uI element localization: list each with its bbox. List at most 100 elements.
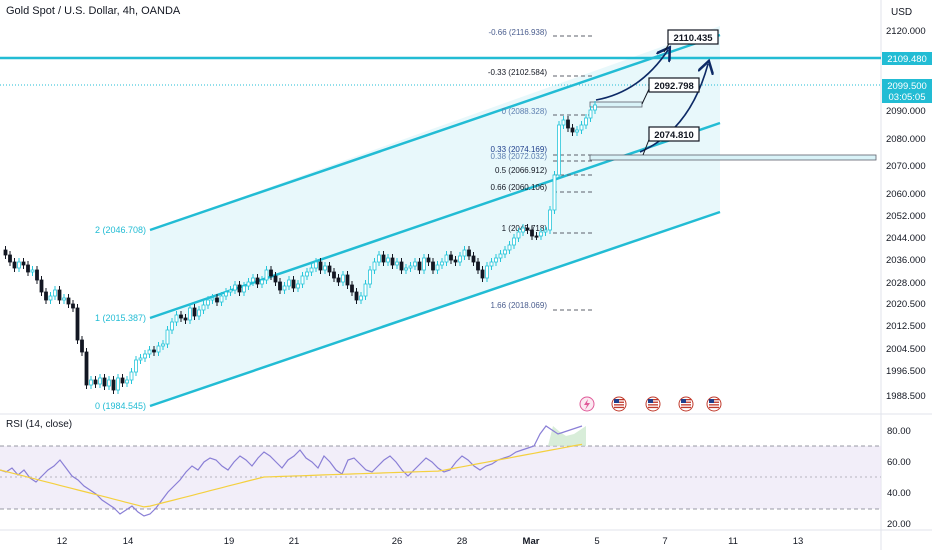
candle-body [246, 281, 251, 287]
rsi-tick-label: 60.00 [887, 457, 911, 468]
rsi-title: RSI (14, close) [6, 419, 73, 430]
price-tick-label: 1996.500 [886, 366, 926, 377]
candle-body [395, 261, 399, 266]
candle-body [413, 261, 417, 267]
us-flag-event-icon[interactable] [611, 396, 627, 412]
candle-body [287, 279, 291, 287]
candle-body [314, 261, 318, 269]
candle-body [21, 261, 26, 266]
candle-body [269, 269, 273, 277]
fib-level-038: 0.38 (2072.032) [491, 152, 548, 161]
price-tick-label: 2070.000 [886, 161, 926, 172]
candle-body [125, 379, 129, 384]
channel-level-1: 1 (2015.387) [95, 313, 146, 323]
candle-body [435, 264, 440, 271]
candle-body [566, 119, 570, 129]
candle-body [75, 307, 80, 341]
time-tick-label: 14 [123, 536, 134, 547]
projection-arrow-2[interactable] [639, 64, 708, 153]
candle-body [512, 237, 516, 246]
candle-body [26, 264, 30, 273]
candle-body [174, 314, 179, 323]
time-tick-label: Mar [523, 536, 540, 547]
time-tick-label: 12 [57, 536, 68, 547]
target-label-2[interactable]: 2092.798 [648, 77, 700, 93]
us-flag-event-icon[interactable] [645, 396, 661, 412]
fib-level-neg066: -0.66 (2116.938) [488, 28, 547, 37]
time-tick-label: 21 [289, 536, 300, 547]
candle-body [422, 257, 426, 271]
target-zone-box-2[interactable] [589, 154, 877, 161]
rsi-tick-label: 20.00 [887, 519, 911, 530]
currency-label[interactable]: USD [891, 7, 913, 18]
us-flag-event-icon[interactable] [678, 396, 694, 412]
candle-body [332, 271, 336, 279]
svg-text:2110.435: 2110.435 [673, 33, 713, 44]
candle-body [210, 297, 215, 301]
channel-level-0: 0 (1984.545) [95, 401, 146, 411]
candle-body [471, 255, 476, 263]
candle-body [561, 119, 566, 126]
fib-level-066: 0.66 (2060.106) [491, 183, 548, 192]
candle-body [440, 261, 444, 266]
symbol-title: Gold Spot / U.S. Dollar, 4h, OANDA [6, 5, 181, 17]
candle-body [120, 377, 125, 384]
candle-body [548, 209, 552, 231]
us-flag-event-icon[interactable] [706, 396, 722, 412]
candle-body [129, 371, 134, 381]
candle-body [372, 261, 377, 271]
candle-body [206, 299, 210, 306]
candle-body [264, 269, 269, 281]
price-tick-label: 2080.000 [886, 134, 926, 145]
candle-body [300, 275, 305, 285]
candle-body [183, 317, 188, 321]
target-label-3[interactable]: 2074.810 [648, 126, 700, 142]
candle-body [368, 269, 372, 285]
candle-body [480, 269, 485, 279]
candle-body [192, 307, 197, 317]
channel-fill [150, 26, 720, 406]
target-label-1[interactable]: 2110.435 [667, 29, 719, 45]
svg-text:2092.798: 2092.798 [654, 81, 694, 92]
channel-lower-line[interactable] [149, 210, 721, 408]
candle-body [575, 129, 579, 133]
candle-body [53, 289, 57, 297]
candle-body [260, 279, 264, 285]
price-tick-label: 2020.500 [886, 299, 926, 310]
candle-body [30, 269, 35, 273]
channel-upper-line[interactable] [149, 33, 721, 232]
candle-body [305, 271, 309, 277]
candle-body [3, 249, 8, 256]
price-tick-label: 2012.500 [886, 321, 926, 332]
candle-body [458, 255, 462, 263]
candle-body [309, 267, 314, 273]
candle-body [327, 265, 332, 273]
time-tick-label: 7 [662, 536, 667, 547]
candle-body [237, 284, 242, 293]
candle-body [579, 124, 584, 131]
fib-level-05: 0.5 (2066.912) [495, 166, 547, 175]
price-tick-label: 2028.000 [886, 278, 926, 289]
svg-text:2109.480: 2109.480 [887, 54, 927, 65]
time-tick-label: 13 [793, 536, 804, 547]
candle-body [467, 249, 471, 257]
candle-body [363, 283, 368, 297]
candle-body [489, 261, 494, 267]
lightning-event-icon[interactable] [579, 396, 595, 412]
price-tick-label: 2044.000 [886, 233, 926, 244]
price-tick-label: 2004.500 [886, 344, 926, 355]
candle-body [201, 304, 206, 311]
candle-body [516, 231, 521, 239]
candle-body [359, 295, 363, 301]
candle-body [543, 229, 548, 233]
candle-body [111, 379, 116, 391]
candle-body [530, 229, 534, 237]
candle-body [507, 244, 512, 251]
projection-arrow-1[interactable] [595, 50, 668, 101]
target-zone-box-1[interactable] [589, 101, 643, 108]
rsi-band [0, 446, 881, 509]
candle-body [318, 261, 323, 271]
candle-body [296, 283, 300, 289]
